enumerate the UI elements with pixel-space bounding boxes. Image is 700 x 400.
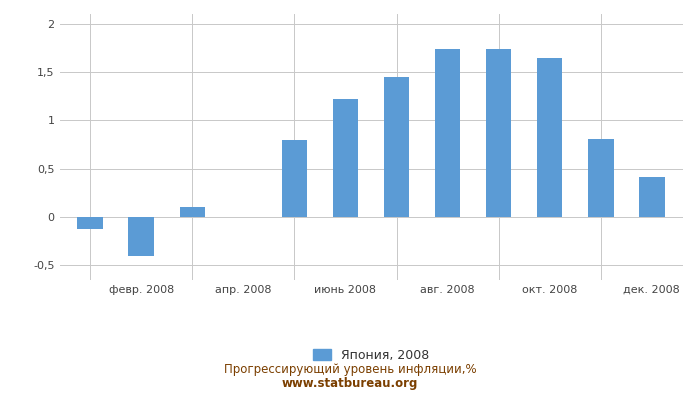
Bar [639, 178, 664, 217]
Bar [281, 140, 307, 217]
Bar [588, 139, 614, 217]
Bar [384, 77, 409, 217]
Bar [435, 49, 461, 217]
Text: www.statbureau.org: www.statbureau.org [282, 377, 418, 390]
Bar [179, 208, 205, 217]
Bar [78, 217, 103, 229]
Bar [537, 58, 563, 217]
Bar [128, 217, 154, 256]
Bar [486, 49, 512, 217]
Legend: Япония, 2008: Япония, 2008 [307, 344, 435, 367]
Text: Прогрессирующий уровень инфляции,%: Прогрессирующий уровень инфляции,% [224, 364, 476, 376]
Bar [332, 99, 358, 217]
